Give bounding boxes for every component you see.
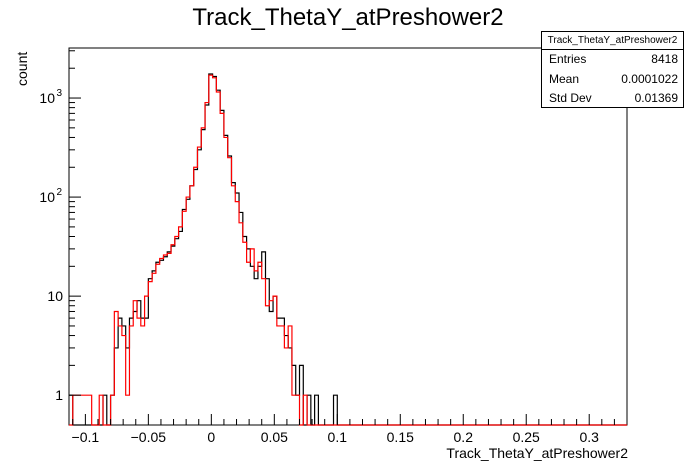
stats-title: Track_ThetaY_atPreshower2 — [542, 32, 683, 50]
stats-entries-label: Entries — [549, 52, 587, 66]
x-tick-label: 0.1 — [328, 429, 348, 445]
stats-entries-value: 8418 — [651, 52, 678, 66]
histogram-series-0 — [69, 73, 627, 426]
stats-row-stddev: Std Dev 0.01369 — [542, 89, 683, 109]
y-tick-label: 10 — [47, 288, 63, 304]
x-tick-label: −0.1 — [72, 429, 100, 445]
y-tick-label: 10 — [39, 90, 55, 106]
stats-mean-label: Mean — [549, 71, 580, 86]
histogram-series-1 — [69, 74, 627, 426]
x-tick-label: 0.15 — [387, 429, 414, 445]
x-tick-label: 0 — [207, 429, 215, 445]
stats-row-mean: Mean 0.0001022 — [542, 70, 683, 90]
x-tick-label: 0.25 — [513, 429, 540, 445]
x-tick-label: 0.2 — [454, 429, 474, 445]
y-tick-label: 1 — [55, 387, 63, 403]
y-axis-label: count — [14, 51, 30, 86]
stats-mean-value: 0.0001022 — [621, 71, 678, 86]
y-tick-exponent: 2 — [56, 187, 62, 198]
y-tick-exponent: 3 — [56, 88, 62, 99]
y-tick-label: 10 — [39, 189, 55, 205]
chart-title: Track_ThetaY_atPreshower2 — [192, 4, 504, 31]
stats-std-value: 0.01369 — [634, 91, 678, 105]
x-tick-label: 0.05 — [261, 429, 288, 445]
x-tick-label: 0.3 — [579, 429, 599, 445]
stats-std-label: Std Dev — [549, 91, 592, 105]
stats-row-entries: Entries 8418 — [542, 50, 683, 70]
x-tick-label: −0.05 — [131, 429, 167, 445]
x-axis-label: Track_ThetaY_atPreshower2 — [446, 445, 628, 461]
stats-box: Track_ThetaY_atPreshower2 Entries 8418 M… — [541, 31, 684, 108]
